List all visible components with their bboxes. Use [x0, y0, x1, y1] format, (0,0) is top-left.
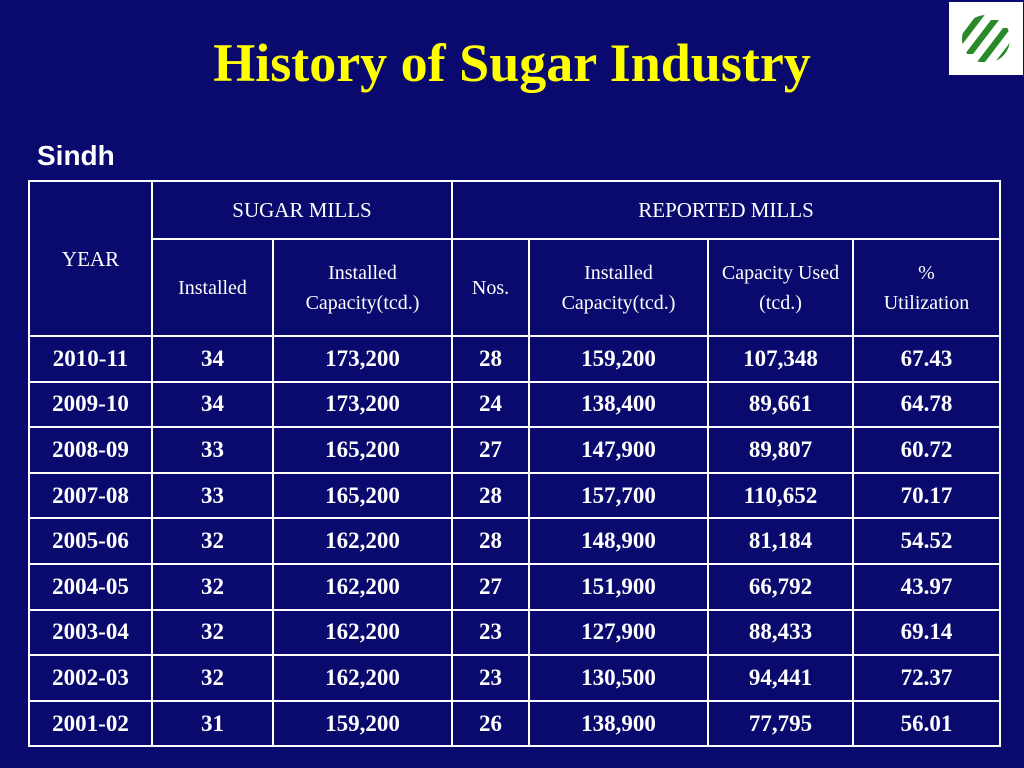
- nos-cell: 24: [451, 380, 530, 429]
- table-row: 2002-03 32 162,200 23 130,500 94,441 72.37: [28, 654, 1001, 702]
- installed-capacity-cell: 162,200: [272, 654, 453, 702]
- capacity-used-cell: 107,348: [707, 335, 854, 383]
- utilization-cell: 54.52: [852, 517, 1001, 565]
- installed-capacity-cell: 162,200: [272, 608, 453, 657]
- table-row: 2001-02 31 159,200 26 138,900 77,795 56.01: [28, 699, 1001, 748]
- year-cell: 2004-05: [28, 562, 153, 611]
- percent-symbol: %: [918, 261, 935, 284]
- year-cell: 2002-03: [28, 654, 153, 702]
- installed-cell: 32: [151, 517, 274, 565]
- reported-capacity-cell: 157,700: [528, 471, 709, 520]
- utilization-cell: 43.97: [852, 562, 1001, 611]
- capacity-used-cell: 110,652: [707, 471, 854, 520]
- installed-header: Installed: [151, 238, 274, 337]
- year-header: YEAR: [28, 180, 153, 337]
- diagonal-stripes-logo-icon: [962, 15, 1010, 63]
- reported-capacity-cell: 159,200: [528, 335, 709, 383]
- utilization-cell: 60.72: [852, 426, 1001, 474]
- capacity-used-cell: 77,795: [707, 699, 854, 748]
- utilization-cell: 64.78: [852, 380, 1001, 429]
- nos-header: Nos.: [451, 238, 530, 337]
- table-row: 2010-11 34 173,200 28 159,200 107,348 67.43: [28, 335, 1001, 383]
- installed-capacity-header: Installed Capacity(tcd.): [272, 238, 453, 337]
- reported-capacity-cell: 148,900: [528, 517, 709, 565]
- page-title: History of Sugar Industry: [213, 33, 811, 93]
- table-row: 2007-08 33 165,200 28 157,700 110,652 70.17: [28, 471, 1001, 520]
- installed-capacity-cell: 165,200: [272, 426, 453, 474]
- installed-capacity-cell: 159,200: [272, 699, 453, 748]
- logo: [949, 2, 1023, 75]
- reported-capacity-cell: 138,400: [528, 380, 709, 429]
- nos-cell: 23: [451, 654, 530, 702]
- capacity-used-cell: 89,807: [707, 426, 854, 474]
- reported-installed-capacity-header: Installed Capacity(tcd.): [528, 238, 709, 337]
- utilization-cell: 70.17: [852, 471, 1001, 520]
- installed-cell: 33: [151, 471, 274, 520]
- installed-capacity-cell: 165,200: [272, 471, 453, 520]
- year-cell: 2007-08: [28, 471, 153, 520]
- table-row: 2004-05 32 162,200 27 151,900 66,792 43.97: [28, 562, 1001, 611]
- installed-cell: 32: [151, 562, 274, 611]
- installed-cell: 33: [151, 426, 274, 474]
- year-cell: 2008-09: [28, 426, 153, 474]
- utilization-cell: 67.43: [852, 335, 1001, 383]
- table-row: 2005-06 32 162,200 28 148,900 81,184 54.52: [28, 517, 1001, 565]
- reported-capacity-cell: 127,900: [528, 608, 709, 657]
- installed-cell: 32: [151, 608, 274, 657]
- installed-capacity-cell: 173,200: [272, 380, 453, 429]
- year-cell: 2010-11: [28, 335, 153, 383]
- capacity-used-cell: 94,441: [707, 654, 854, 702]
- reported-capacity-cell: 151,900: [528, 562, 709, 611]
- capacity-used-header: Capacity Used (tcd.): [707, 238, 854, 337]
- year-cell: 2005-06: [28, 517, 153, 565]
- region-label: Sindh: [37, 140, 115, 171]
- year-cell: 2003-04: [28, 608, 153, 657]
- sugar-mills-header: SUGAR MILLS: [151, 180, 453, 240]
- reported-mills-header: REPORTED MILLS: [451, 180, 1001, 240]
- installed-capacity-cell: 173,200: [272, 335, 453, 383]
- utilization-cell: 69.14: [852, 608, 1001, 657]
- nos-cell: 27: [451, 426, 530, 474]
- table-row: 2009-10 34 173,200 24 138,400 89,661 64.78: [28, 380, 1001, 429]
- nos-cell: 28: [451, 335, 530, 383]
- nos-cell: 28: [451, 471, 530, 520]
- installed-cell: 34: [151, 335, 274, 383]
- nos-cell: 23: [451, 608, 530, 657]
- utilization-label: Utilization: [883, 291, 970, 314]
- installed-cell: 32: [151, 654, 274, 702]
- installed-cell: 31: [151, 699, 274, 748]
- nos-cell: 27: [451, 562, 530, 611]
- installed-cell: 34: [151, 380, 274, 429]
- sugar-industry-table: YEAR SUGAR MILLS REPORTED MILLS Installe…: [28, 180, 1001, 748]
- year-cell: 2009-10: [28, 380, 153, 429]
- installed-capacity-cell: 162,200: [272, 562, 453, 611]
- table-row: 2008-09 33 165,200 27 147,900 89,807 60.72: [28, 426, 1001, 474]
- installed-capacity-cell: 162,200: [272, 517, 453, 565]
- capacity-used-cell: 81,184: [707, 517, 854, 565]
- nos-cell: 26: [451, 699, 530, 748]
- utilization-cell: 72.37: [852, 654, 1001, 702]
- reported-capacity-cell: 130,500: [528, 654, 709, 702]
- reported-capacity-cell: 138,900: [528, 699, 709, 748]
- capacity-used-cell: 88,433: [707, 608, 854, 657]
- reported-capacity-cell: 147,900: [528, 426, 709, 474]
- utilization-header: % Utilization: [852, 238, 1001, 337]
- capacity-used-cell: 66,792: [707, 562, 854, 611]
- utilization-cell: 56.01: [852, 699, 1001, 748]
- table-row: 2003-04 32 162,200 23 127,900 88,433 69.14: [28, 608, 1001, 657]
- nos-cell: 28: [451, 517, 530, 565]
- capacity-used-cell: 89,661: [707, 380, 854, 429]
- year-cell: 2001-02: [28, 699, 153, 748]
